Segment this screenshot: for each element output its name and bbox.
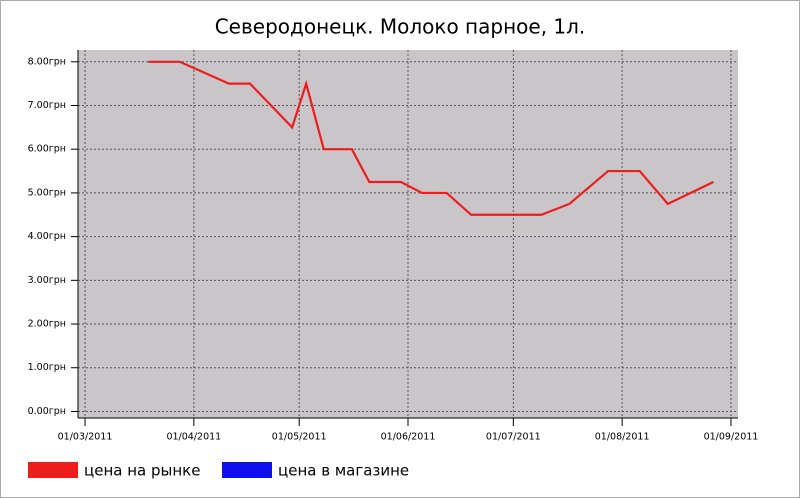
x-tick-label: 01/08/2011: [595, 432, 650, 443]
y-tick-label: 2.00грн: [28, 319, 66, 330]
y-tick-label: 0.00грн: [28, 406, 66, 417]
x-tick-label: 01/06/2011: [381, 432, 436, 443]
x-tick-label: 01/03/2011: [58, 432, 113, 443]
legend-swatch: [222, 462, 272, 478]
legend-label: цена в магазине: [278, 462, 409, 480]
y-tick-label: 5.00грн: [28, 187, 66, 198]
x-tick-label: 01/09/2011: [704, 432, 759, 443]
x-tick-label: 01/05/2011: [272, 432, 327, 443]
y-tick-label: 6.00грн: [28, 144, 66, 155]
y-tick-label: 7.00грн: [28, 100, 66, 111]
y-tick-label: 1.00грн: [28, 362, 66, 373]
x-tick-label: 01/07/2011: [486, 432, 541, 443]
y-tick-label: 3.00грн: [28, 275, 66, 286]
y-tick-label: 8.00грн: [28, 56, 66, 67]
series-line: [148, 60, 714, 216]
chart-title: Северодонецк. Молоко парное, 1л.: [215, 15, 586, 39]
legend-swatch: [28, 462, 78, 478]
x-tick-label: 01/04/2011: [166, 432, 221, 443]
legend-label: цена на рынке: [84, 462, 200, 480]
y-tick-label: 4.00грн: [28, 231, 66, 242]
